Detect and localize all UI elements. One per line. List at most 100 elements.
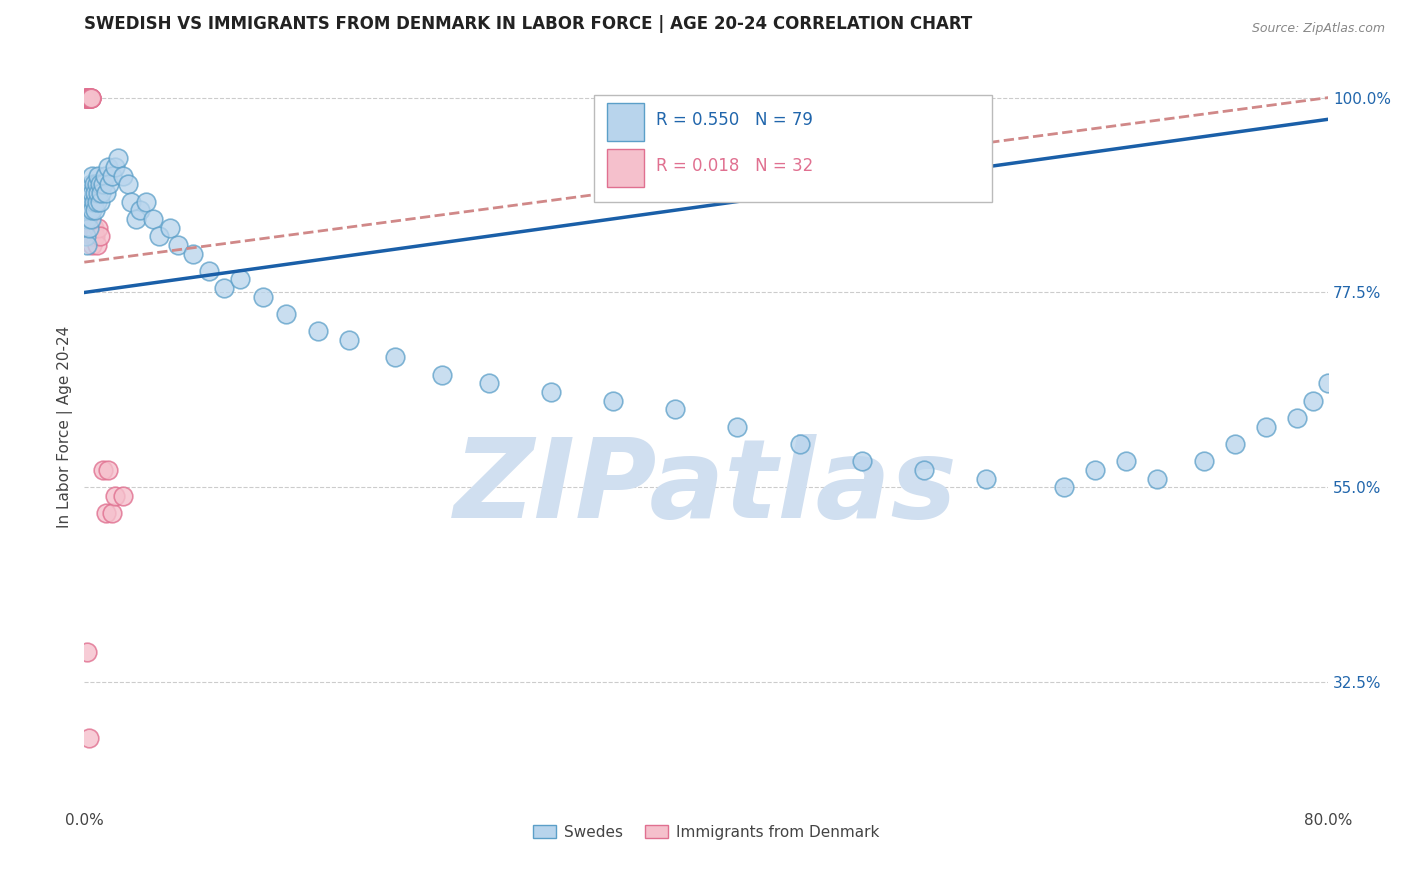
Point: [77, 90, 100, 104]
FancyBboxPatch shape: [595, 95, 993, 202]
Point: [98, 178, 121, 192]
Point: [91, 178, 114, 192]
Point: [1084, 463, 1107, 477]
Point: [212, 281, 235, 295]
Point: [79, 90, 101, 104]
Point: [912, 463, 935, 477]
Point: [1115, 454, 1137, 468]
Point: [97, 463, 120, 477]
Point: [117, 178, 139, 192]
Point: [83, 178, 105, 192]
Point: [1286, 411, 1309, 425]
Point: [112, 489, 135, 503]
Point: [166, 237, 188, 252]
Point: [77, 186, 100, 200]
Point: [89, 194, 111, 209]
Point: [76, 90, 98, 104]
Point: [602, 393, 624, 408]
Point: [75, 203, 97, 218]
Point: [1192, 454, 1215, 468]
Point: [79, 211, 101, 226]
Point: [84, 229, 107, 244]
Point: [112, 169, 135, 183]
Point: [337, 333, 360, 347]
Point: [77, 731, 100, 746]
Point: [1395, 125, 1406, 139]
Point: [75, 90, 97, 104]
Point: [80, 220, 103, 235]
Point: [1364, 125, 1386, 139]
Point: [1223, 437, 1246, 451]
Point: [76, 194, 98, 209]
FancyBboxPatch shape: [607, 149, 644, 186]
Point: [276, 307, 298, 321]
Point: [80, 237, 103, 252]
Point: [91, 463, 114, 477]
Point: [1317, 376, 1340, 391]
Point: [1146, 472, 1168, 486]
Point: [86, 178, 108, 192]
Point: [101, 506, 124, 520]
Point: [124, 211, 146, 226]
Point: [104, 489, 127, 503]
Point: [851, 454, 873, 468]
Text: SWEDISH VS IMMIGRANTS FROM DENMARK IN LABOR FORCE | AGE 20-24 CORRELATION CHART: SWEDISH VS IMMIGRANTS FROM DENMARK IN LA…: [84, 15, 973, 33]
Point: [129, 203, 152, 218]
Point: [1053, 480, 1076, 494]
Text: ZIPatlas: ZIPatlas: [454, 434, 957, 541]
Text: R = 0.018   N = 32: R = 0.018 N = 32: [657, 157, 814, 175]
Point: [664, 402, 686, 417]
Point: [789, 437, 811, 451]
Point: [94, 506, 117, 520]
Point: [142, 211, 165, 226]
Point: [89, 229, 111, 244]
Point: [86, 237, 108, 252]
Point: [307, 325, 329, 339]
Point: [83, 194, 105, 209]
Point: [75, 229, 97, 244]
Point: [97, 160, 120, 174]
Point: [107, 151, 129, 165]
Point: [79, 194, 101, 209]
Point: [84, 203, 107, 218]
Point: [1348, 117, 1371, 131]
Legend: Swedes, Immigrants from Denmark: Swedes, Immigrants from Denmark: [527, 819, 886, 846]
Point: [77, 90, 100, 104]
Point: [87, 169, 110, 183]
Point: [77, 90, 100, 104]
Point: [75, 90, 97, 104]
Point: [79, 178, 101, 192]
Point: [76, 237, 98, 252]
Point: [80, 186, 103, 200]
Point: [90, 186, 112, 200]
Point: [77, 203, 100, 218]
Point: [252, 290, 274, 304]
Point: [76, 90, 98, 104]
Point: [430, 368, 453, 382]
Point: [94, 186, 117, 200]
Text: R = 0.550   N = 79: R = 0.550 N = 79: [657, 112, 813, 129]
Y-axis label: In Labor Force | Age 20-24: In Labor Force | Age 20-24: [58, 326, 73, 528]
Point: [80, 203, 103, 218]
Point: [974, 472, 997, 486]
Point: [87, 220, 110, 235]
Point: [1254, 419, 1277, 434]
Point: [87, 186, 110, 200]
Point: [120, 194, 142, 209]
Point: [197, 264, 219, 278]
Point: [77, 220, 100, 235]
Point: [76, 90, 98, 104]
Point: [83, 220, 105, 235]
Point: [104, 160, 127, 174]
Point: [80, 169, 103, 183]
Point: [725, 419, 748, 434]
Point: [159, 220, 181, 235]
Point: [79, 90, 101, 104]
Point: [229, 272, 252, 286]
Point: [76, 211, 98, 226]
Point: [1379, 117, 1402, 131]
Point: [477, 376, 499, 391]
Point: [148, 229, 170, 244]
Point: [76, 645, 98, 659]
Point: [77, 90, 100, 104]
